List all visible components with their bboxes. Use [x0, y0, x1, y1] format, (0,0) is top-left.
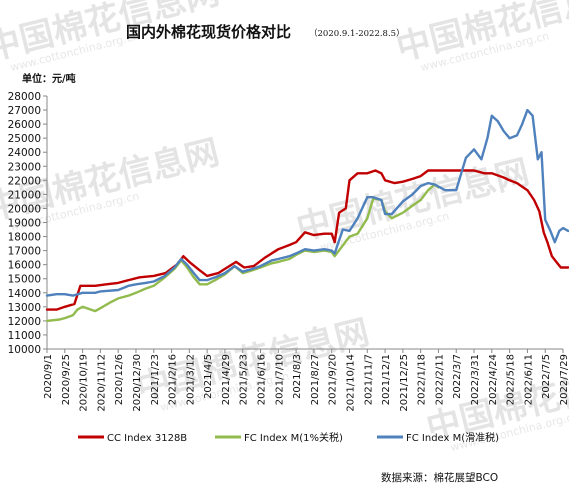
x-tick-label: 2021/4/5 [203, 354, 214, 399]
y-tick-label: 12000 [8, 316, 41, 328]
y-tick-label: 17000 [8, 246, 41, 258]
x-tick-label: 2022/1/18 [417, 354, 428, 405]
y-tick-label: 21000 [8, 189, 41, 201]
unit-label: 单位：元/吨 [22, 72, 76, 85]
x-tick-label: 2021/7/10 [274, 354, 285, 405]
y-tick-label: 10000 [8, 344, 41, 356]
chart-subtitle: （2020.9.1-2022.8.5） [309, 28, 405, 39]
y-tick-label: 24000 [8, 147, 41, 159]
source-label: 数据来源：棉花展望BCO [381, 471, 498, 484]
x-tick-label: 2020/12/6 [114, 354, 125, 405]
y-tick-label: 27000 [8, 105, 41, 117]
x-tick-label: 2021/11/7 [363, 354, 374, 405]
legend-label: FC Index M(1%关税) [244, 431, 343, 444]
x-tick-label: 2021/4/29 [221, 354, 232, 405]
x-tick-label: 2021/8/3 [292, 354, 303, 399]
x-tick-label: 2021/10/14 [345, 354, 356, 412]
series-layer [45, 108, 569, 323]
x-tick-label: 2021/1/23 [150, 354, 161, 405]
y-tick-label: 26000 [8, 119, 41, 131]
y-tick-label: 22000 [8, 175, 41, 187]
legend-label: FC Index M(滑准税) [406, 431, 499, 444]
y-tick-label: 28000 [8, 91, 41, 103]
x-tick-label: 2022/5/18 [506, 354, 517, 405]
x-tick-label: 2021/12/25 [399, 354, 410, 412]
y-tick-label: 16000 [8, 260, 41, 272]
y-tick-label: 20000 [8, 203, 41, 215]
x-tick-label: 2022/6/11 [523, 354, 534, 405]
x-tick-label: 2020/9/25 [61, 354, 72, 405]
y-tick-label: 23000 [8, 161, 41, 173]
x-tick-label: 2021/9/20 [328, 354, 339, 405]
x-tick-label: 2022/4/24 [488, 354, 499, 405]
y-tick-label: 15000 [8, 274, 41, 286]
x-tick-label: 2020/9/1 [43, 354, 54, 399]
y-tick-label: 13000 [8, 302, 41, 314]
y-axis: 10000 11000 12000 13000 14000 15000 16000 17000… [8, 91, 48, 356]
x-tick-label: 2021/12/1 [381, 354, 392, 405]
x-tick-label: 2022/7/5 [541, 354, 552, 399]
x-tick-label: 2020/10/19 [79, 354, 90, 412]
x-tick-label: 2020/12/30 [132, 354, 143, 412]
x-axis: 2020/9/1 2020/9/25 2020/10/19 2020/11/12 202… [43, 348, 569, 412]
x-tick-label: 2021/8/27 [310, 354, 321, 405]
y-tick-label: 19000 [8, 218, 41, 230]
x-tick-label: 2021/6/16 [257, 354, 268, 405]
series-line-3 [45, 108, 569, 297]
x-tick-label: 2022/2/11 [434, 354, 445, 405]
x-tick-label: 2021/2/16 [168, 354, 179, 405]
x-tick-label: 2021/5/23 [239, 354, 250, 405]
x-tick-label: 2022/3/7 [452, 354, 463, 399]
x-tick-label: 2021/3/12 [185, 354, 196, 405]
y-tick-label: 14000 [8, 288, 41, 300]
x-tick-label: 2020/11/12 [96, 354, 107, 412]
legend: CC Index 3128B FC Index M(1%关税) FC Index M… [78, 431, 499, 444]
legend-label: CC Index 3128B [107, 433, 187, 444]
y-tick-label: 11000 [8, 330, 41, 342]
x-tick-label: 2022/7/29 [559, 354, 569, 405]
y-tick-label: 18000 [8, 232, 41, 244]
chart-title: 国内外棉花现货价格对比 [126, 23, 291, 41]
x-tick-label: 2022/3/31 [470, 354, 481, 405]
series-line-1 [45, 169, 569, 311]
y-tick-label: 25000 [8, 133, 41, 145]
